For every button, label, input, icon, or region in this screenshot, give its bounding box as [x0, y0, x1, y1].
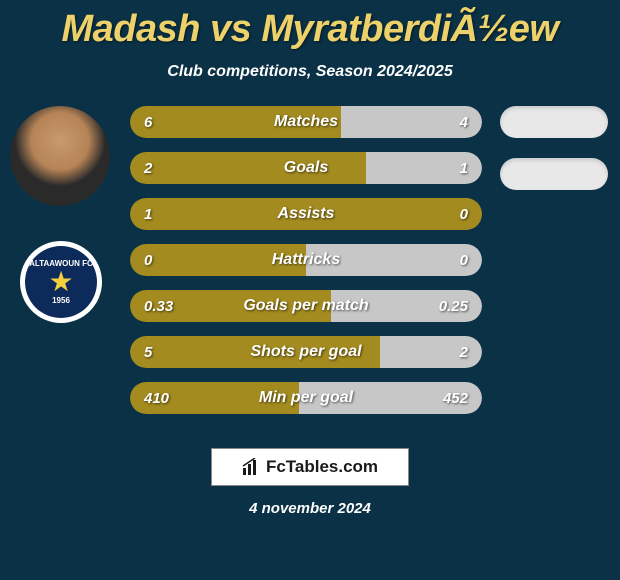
page-title: Madash vs MyratberdiÃ½ew [0, 0, 620, 51]
fctables-badge[interactable]: FcTables.com [211, 448, 409, 486]
club-logo: ALTAAWOUN FC ★ 1956 [20, 241, 102, 323]
fctables-label: FcTables.com [266, 457, 378, 477]
stat-value-right: 452 [443, 390, 468, 407]
date-label: 4 november 2024 [0, 500, 620, 517]
stat-value-right: 2 [460, 344, 468, 361]
star-icon: ★ [48, 268, 73, 296]
stat-bars: 64Matches21Goals10Assists00Hattricks0.33… [130, 106, 482, 428]
stat-value-left: 0.33 [144, 298, 173, 315]
player-avatar [10, 106, 110, 206]
stat-bar-left [130, 336, 380, 368]
stat-value-left: 410 [144, 390, 169, 407]
stat-bar-left [130, 244, 306, 276]
stat-row: 21Goals [130, 152, 482, 184]
stat-row: 52Shots per goal [130, 336, 482, 368]
stat-bar-left [130, 152, 366, 184]
stat-value-left: 1 [144, 206, 152, 223]
stat-value-left: 6 [144, 114, 152, 131]
stat-value-left: 5 [144, 344, 152, 361]
stats-area: ALTAAWOUN FC ★ 1956 64Matches21Goals10As… [0, 106, 620, 426]
stat-row: 0.330.25Goals per match [130, 290, 482, 322]
club-year: 1956 [52, 296, 70, 305]
right-pill-1 [500, 106, 608, 138]
stat-row: 10Assists [130, 198, 482, 230]
stat-bar-right [306, 244, 482, 276]
player-face-icon [10, 106, 110, 206]
stat-value-right: 0 [460, 206, 468, 223]
stat-value-right: 0 [460, 252, 468, 269]
stat-value-right: 0.25 [439, 298, 468, 315]
stat-row: 00Hattricks [130, 244, 482, 276]
subtitle: Club competitions, Season 2024/2025 [0, 63, 620, 81]
right-pill-2 [500, 158, 608, 190]
stat-value-right: 4 [460, 114, 468, 131]
stat-value-right: 1 [460, 160, 468, 177]
stat-row: 410452Min per goal [130, 382, 482, 414]
club-logo-inner: ALTAAWOUN FC ★ 1956 [25, 246, 97, 318]
stat-bar-left [130, 106, 341, 138]
stat-value-left: 2 [144, 160, 152, 177]
stat-value-left: 0 [144, 252, 152, 269]
stat-row: 64Matches [130, 106, 482, 138]
chart-icon [242, 458, 260, 476]
stat-bar-left [130, 198, 482, 230]
